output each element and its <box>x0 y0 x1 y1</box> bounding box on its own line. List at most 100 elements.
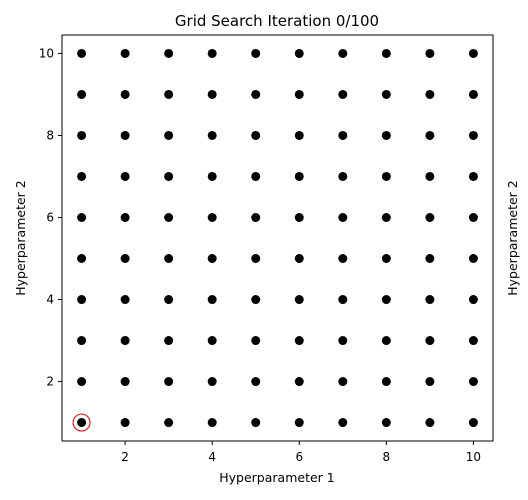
grid-point <box>338 377 348 387</box>
grid-point <box>120 130 130 140</box>
grid-point <box>164 212 174 222</box>
grid-point <box>294 212 304 222</box>
grid-point <box>207 130 217 140</box>
y-axis-label: Hyperparameter 2 <box>13 180 28 295</box>
grid-point <box>120 89 130 99</box>
grid-point <box>164 130 174 140</box>
grid-point <box>77 418 87 428</box>
grid-point <box>251 377 261 387</box>
grid-point <box>164 171 174 181</box>
grid-point <box>425 89 435 99</box>
grid-point <box>381 89 391 99</box>
grid-point <box>294 418 304 428</box>
x-tick-label: 4 <box>208 450 216 464</box>
grid-point <box>251 89 261 99</box>
grid-point <box>381 48 391 58</box>
grid-point <box>425 212 435 222</box>
grid-point <box>425 254 435 264</box>
grid-point <box>338 48 348 58</box>
grid-point <box>164 418 174 428</box>
grid-point <box>381 254 391 264</box>
x-tick-label: 6 <box>295 450 303 464</box>
grid-point <box>381 212 391 222</box>
x-tick-label: 10 <box>466 450 481 464</box>
chart-title: Grid Search Iteration 0/100 <box>175 12 379 30</box>
grid-point <box>468 171 478 181</box>
grid-point <box>468 418 478 428</box>
grid-point <box>468 89 478 99</box>
grid-point <box>381 418 391 428</box>
grid-point <box>120 336 130 346</box>
current-point-ring <box>72 413 91 432</box>
grid-point <box>338 171 348 181</box>
y-tick-label: 10 <box>39 46 54 60</box>
grid-point <box>120 171 130 181</box>
grid-point <box>164 377 174 387</box>
grid-point <box>468 212 478 222</box>
grid-point <box>381 130 391 140</box>
grid-point <box>207 295 217 305</box>
grid-point <box>251 254 261 264</box>
x-tick-label: 8 <box>383 450 391 464</box>
grid-point <box>120 377 130 387</box>
grid-point <box>338 130 348 140</box>
grid-point <box>294 48 304 58</box>
grid-point <box>294 254 304 264</box>
grid-point <box>207 89 217 99</box>
grid-point <box>77 377 87 387</box>
grid-point <box>425 336 435 346</box>
current-point-marker <box>72 413 91 432</box>
grid-point <box>164 336 174 346</box>
grid-point <box>251 171 261 181</box>
grid-point <box>77 130 87 140</box>
grid-point <box>425 377 435 387</box>
grid-point <box>381 295 391 305</box>
y-axis-label-right: Hyperparameter 2 <box>505 180 520 295</box>
grid-point <box>120 212 130 222</box>
grid-point <box>338 89 348 99</box>
grid-point <box>381 377 391 387</box>
grid-point <box>468 295 478 305</box>
grid-point <box>207 171 217 181</box>
y-tick-label: 6 <box>46 210 54 224</box>
grid-point <box>77 212 87 222</box>
grid-point <box>294 130 304 140</box>
grid-point <box>251 130 261 140</box>
grid-point <box>164 48 174 58</box>
grid-point <box>294 295 304 305</box>
grid-point <box>294 89 304 99</box>
grid-point <box>120 254 130 264</box>
grid-point <box>164 295 174 305</box>
grid-point <box>468 48 478 58</box>
grid-point <box>207 377 217 387</box>
grid-point <box>120 48 130 58</box>
grid-point <box>338 295 348 305</box>
grid-point <box>77 171 87 181</box>
grid-point <box>77 336 87 346</box>
grid-point <box>207 254 217 264</box>
x-axis-label: Hyperparameter 1 <box>219 470 334 485</box>
grid-point <box>338 254 348 264</box>
grid-point <box>425 130 435 140</box>
grid-point <box>294 377 304 387</box>
grid-point <box>207 418 217 428</box>
y-tick-label: 8 <box>46 128 54 142</box>
grid-point <box>251 48 261 58</box>
grid-point <box>251 212 261 222</box>
grid-point <box>77 48 87 58</box>
grid-point <box>425 48 435 58</box>
plot-frame <box>61 34 494 442</box>
grid-point <box>251 336 261 346</box>
grid-point <box>468 254 478 264</box>
grid-point <box>468 130 478 140</box>
grid-point <box>338 418 348 428</box>
grid-point <box>251 295 261 305</box>
y-tick-label: 4 <box>46 293 54 307</box>
grid-point <box>468 336 478 346</box>
grid-point <box>77 254 87 264</box>
grid-point <box>207 212 217 222</box>
grid-point <box>381 336 391 346</box>
grid-point <box>77 295 87 305</box>
grid-point <box>338 212 348 222</box>
